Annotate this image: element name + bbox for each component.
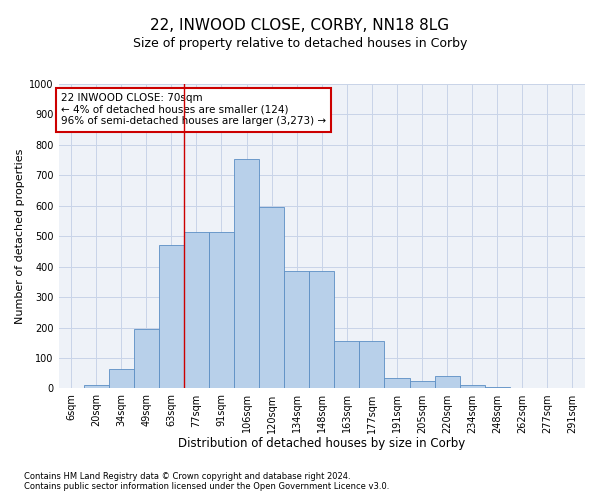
Bar: [134, 329, 159, 388]
Text: Contains HM Land Registry data © Crown copyright and database right 2024.: Contains HM Land Registry data © Crown c…: [24, 472, 350, 481]
Bar: [209, 232, 234, 388]
Bar: [460, 386, 485, 388]
Text: 22 INWOOD CLOSE: 70sqm
← 4% of detached houses are smaller (124)
96% of semi-det: 22 INWOOD CLOSE: 70sqm ← 4% of detached …: [61, 93, 326, 126]
Y-axis label: Number of detached properties: Number of detached properties: [15, 148, 25, 324]
Bar: [309, 272, 334, 388]
Bar: [434, 376, 460, 388]
Bar: [410, 381, 434, 388]
Bar: [259, 208, 284, 388]
Bar: [109, 368, 134, 388]
Text: 22, INWOOD CLOSE, CORBY, NN18 8LG: 22, INWOOD CLOSE, CORBY, NN18 8LG: [151, 18, 449, 32]
Bar: [334, 342, 359, 388]
Bar: [485, 387, 510, 388]
Bar: [234, 158, 259, 388]
Bar: [83, 386, 109, 388]
Bar: [385, 378, 410, 388]
Bar: [359, 342, 385, 388]
Text: Contains public sector information licensed under the Open Government Licence v3: Contains public sector information licen…: [24, 482, 389, 491]
Bar: [184, 232, 209, 388]
Bar: [284, 272, 309, 388]
X-axis label: Distribution of detached houses by size in Corby: Distribution of detached houses by size …: [178, 437, 466, 450]
Bar: [159, 246, 184, 388]
Text: Size of property relative to detached houses in Corby: Size of property relative to detached ho…: [133, 38, 467, 51]
